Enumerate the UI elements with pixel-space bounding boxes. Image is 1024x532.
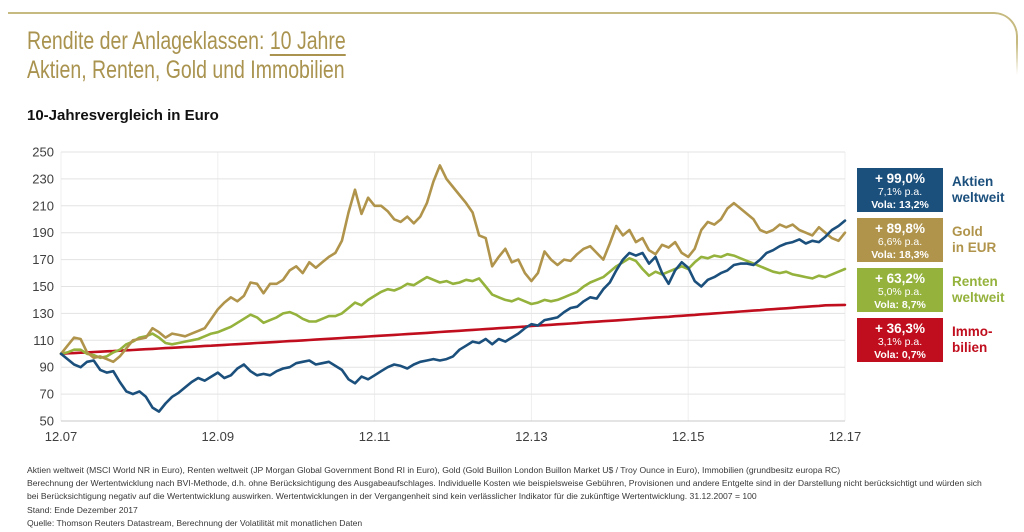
line-chart-canvas: 50 70 90 110 130 150 170 190 210 230 250 12.07 12.09…	[32, 145, 862, 445]
legend-return-value: + 63,2%	[875, 271, 925, 286]
legend-label-line1: Immo-	[952, 324, 993, 339]
gold-top-border	[8, 12, 1018, 80]
series-line-aktien	[59, 219, 847, 413]
x-tick-label: 12.13	[515, 429, 548, 444]
footnote-stand: Stand: Ende Dezember 2017	[27, 505, 138, 515]
footnote-indices: Aktien weltweit (MSCI World NR in Euro),…	[27, 465, 841, 475]
legend-label-line2: bilien	[952, 340, 988, 355]
legend-row-immobilien: + 36,3% 3,1% p.a. Vola: 0,7% Immo- bilie…	[857, 318, 1005, 362]
y-tick-label: 150	[32, 279, 54, 294]
series-line-immobilien	[59, 303, 847, 356]
legend-pa-value: 3,1% p.a.	[877, 336, 923, 348]
y-tick-label: 50	[40, 414, 54, 429]
series-line-renten	[59, 252, 847, 360]
legend-label-line1: Gold	[952, 224, 983, 239]
legend-pa-value: 5,0% p.a.	[877, 286, 923, 298]
y-tick-label: 230	[32, 171, 54, 186]
page-title-line1: Rendite der Anlageklassen: 10 Jahre	[27, 27, 346, 56]
page-title-prefix: Rendite der Anlageklassen:	[27, 27, 270, 55]
legend-label-renten: Renten weltweit	[952, 274, 1005, 306]
legend-return-value: + 99,0%	[875, 171, 925, 186]
legend-label-aktien: Aktien weltweit	[952, 174, 1005, 206]
title-block: Rendite der Anlageklassen: 10 Jahre Akti…	[27, 27, 346, 85]
legend-return-value: + 36,3%	[875, 321, 925, 336]
legend-row-renten: + 63,2% 5,0% p.a. Vola: 8,7% Renten welt…	[857, 268, 1005, 312]
legend-row-aktien: + 99,0% 7,1% p.a. Vola: 13,2% Aktien wel…	[857, 168, 1005, 212]
legend-vola-value: Vola: 8,7%	[874, 299, 926, 311]
legend-vola-value: Vola: 13,2%	[871, 199, 929, 211]
legend-pa-value: 6,6% p.a.	[877, 236, 923, 248]
legend-vola-value: Vola: 0,7%	[874, 349, 926, 361]
legend-vola-value: Vola: 18,3%	[871, 249, 929, 261]
legend: + 99,0% 7,1% p.a. Vola: 13,2% Aktien wel…	[857, 168, 1005, 368]
x-tick-label: 12.07	[45, 429, 78, 444]
series-line-gold	[59, 164, 847, 364]
legend-label-gold: Gold in EUR	[952, 224, 996, 256]
legend-label-line2: in EUR	[952, 240, 997, 255]
x-tick-label: 12.17	[829, 429, 862, 444]
x-tick-label: 12.11	[359, 429, 391, 444]
page-title-underlined: 10 Jahre	[269, 27, 346, 55]
x-tick-label: 12.09	[202, 429, 235, 444]
footnote-quelle: Quelle: Thomson Reuters Datastream, Bere…	[27, 518, 363, 528]
y-tick-label: 130	[32, 306, 54, 321]
legend-label-line2: weltweit	[952, 190, 1005, 205]
legend-label-line1: Renten	[952, 274, 998, 289]
y-tick-label: 210	[32, 198, 54, 213]
legend-row-gold: + 89,8% 6,6% p.a. Vola: 18,3% Gold in EU…	[857, 218, 1005, 262]
y-tick-label: 190	[32, 225, 54, 240]
y-tick-label: 90	[40, 360, 54, 375]
y-tick-label: 70	[40, 387, 54, 402]
y-tick-label: 250	[32, 145, 54, 160]
legend-label-immobilien: Immo- bilien	[952, 324, 993, 356]
legend-box-gold: + 89,8% 6,6% p.a. Vola: 18,3%	[857, 218, 943, 262]
chart-heading: 10-Jahresvergleich in Euro	[27, 107, 219, 124]
footnote-disclaimer: bei Berücksichtigung negativ auf die Wer…	[27, 491, 757, 501]
legend-label-line1: Aktien	[952, 174, 994, 189]
legend-box-immobilien: + 36,3% 3,1% p.a. Vola: 0,7%	[857, 318, 943, 362]
y-tick-label: 170	[32, 252, 54, 267]
legend-box-renten: + 63,2% 5,0% p.a. Vola: 8,7%	[857, 268, 943, 312]
legend-pa-value: 7,1% p.a.	[877, 186, 923, 198]
page-title-line2: Aktien, Renten, Gold und Immobilien	[27, 56, 345, 84]
x-tick-label: 12.15	[672, 429, 705, 444]
legend-box-aktien: + 99,0% 7,1% p.a. Vola: 13,2%	[857, 168, 943, 212]
y-tick-label: 110	[33, 333, 54, 348]
legend-label-line2: weltweit	[952, 290, 1005, 305]
footnotes: Aktien weltweit (MSCI World NR in Euro),…	[27, 464, 982, 530]
footnote-method: Berechnung der Wertentwicklung nach BVI-…	[27, 478, 982, 488]
legend-return-value: + 89,8%	[875, 221, 925, 236]
